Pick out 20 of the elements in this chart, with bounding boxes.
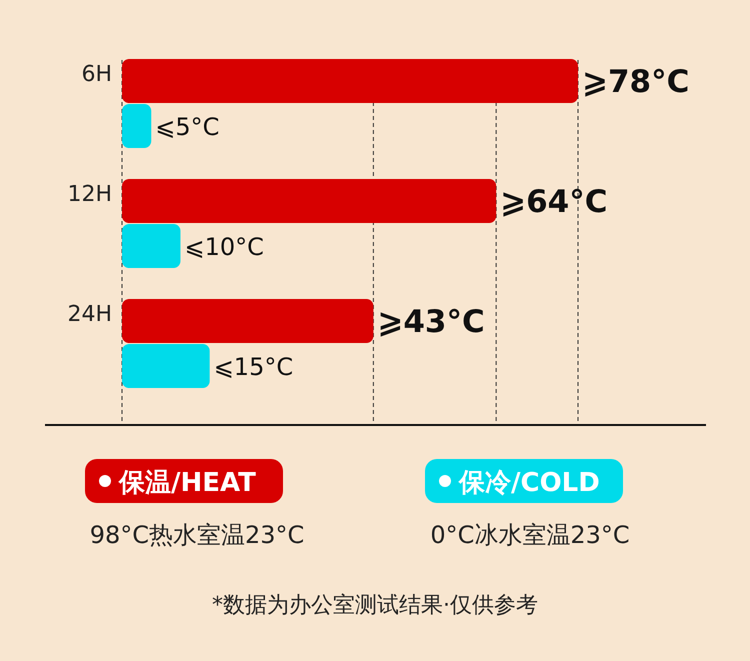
y-tick-label: 6H	[81, 62, 112, 87]
legend-item: 保冷/COLD	[425, 459, 623, 503]
data-label: ⩽15°C	[214, 353, 294, 381]
y-tick-label: 12H	[67, 182, 112, 207]
bar	[122, 344, 210, 388]
data-label: ⩾64°C	[500, 184, 608, 220]
bar	[122, 299, 374, 343]
text: 0°C冰水室温23°C	[430, 521, 630, 549]
data-label: ⩽10°C	[184, 233, 264, 261]
bar	[122, 104, 152, 148]
bar	[122, 59, 578, 103]
data-label: ⩾43°C	[377, 304, 485, 340]
text: 98°C热水室温23°C	[90, 521, 304, 549]
bar	[122, 224, 180, 268]
legend-item: 保温/HEAT	[85, 459, 283, 503]
data-label: ⩾78°C	[582, 64, 690, 100]
data-label: ⩽5°C	[155, 113, 220, 141]
y-tick-label: 24H	[67, 302, 112, 327]
bar	[122, 179, 496, 223]
text: *数据为办公室测试结果·仅供参考	[212, 593, 538, 618]
